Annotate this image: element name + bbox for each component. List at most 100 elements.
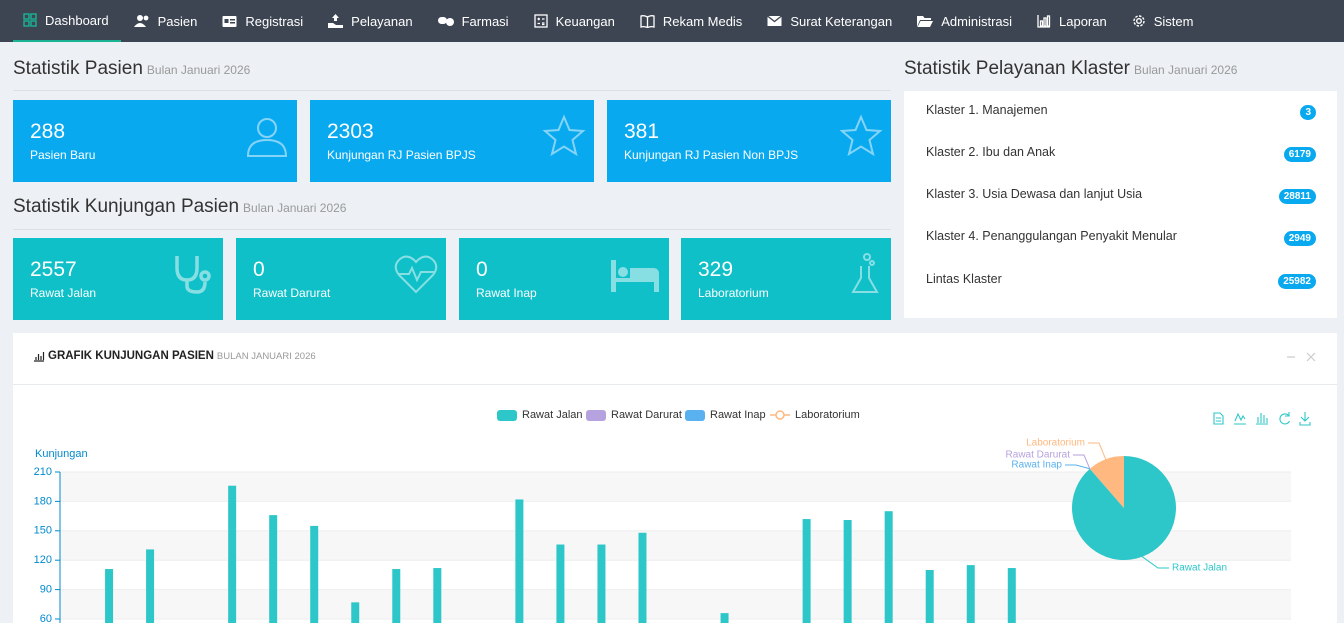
chart-heading: GRAFIK KUNJUNGAN PASIEN BULAN JANUARI 202… bbox=[33, 350, 316, 362]
bar bbox=[351, 602, 360, 623]
y-tick-label: 60 bbox=[40, 613, 52, 623]
cluster-count: 6179 bbox=[1283, 147, 1316, 162]
nav-label: Administrasi bbox=[941, 13, 1013, 29]
panel-tools[interactable] bbox=[1285, 351, 1325, 363]
bar bbox=[802, 519, 811, 623]
card-value: 329 bbox=[698, 258, 734, 281]
legend-label: Rawat Inap bbox=[710, 409, 766, 421]
nav-item[interactable]: Administrasi bbox=[905, 0, 1024, 42]
tool-restore[interactable] bbox=[1279, 412, 1291, 425]
card-value: 2557 bbox=[30, 258, 77, 281]
nav-item[interactable]: Dashboard bbox=[13, 0, 121, 42]
divider bbox=[13, 384, 1337, 385]
y-tick-label: 180 bbox=[34, 495, 52, 507]
card-label: Rawat Darurat bbox=[253, 286, 331, 300]
subtitle: Bulan Januari 2026 bbox=[243, 201, 347, 215]
nav-item[interactable]: Farmasi bbox=[426, 0, 521, 42]
nav-label: Dashboard bbox=[45, 12, 109, 28]
icon bbox=[23, 13, 37, 27]
title: Statistik Pasien bbox=[13, 58, 143, 79]
bar bbox=[638, 532, 647, 623]
icon bbox=[640, 15, 655, 28]
tool-data-view[interactable] bbox=[1213, 412, 1224, 425]
bar bbox=[720, 613, 729, 623]
card-value: 0 bbox=[476, 258, 488, 281]
icon bbox=[839, 114, 883, 157]
icon bbox=[917, 15, 934, 27]
cluster-label: Klaster 1. Manajemen bbox=[926, 103, 1048, 117]
tool-save[interactable] bbox=[1299, 412, 1311, 426]
y-tick-label: 210 bbox=[34, 466, 52, 478]
tool-bar[interactable] bbox=[1256, 413, 1268, 425]
stat-card: 2557 Rawat Jalan bbox=[13, 238, 223, 320]
bar bbox=[556, 544, 565, 623]
cluster-count: 3 bbox=[1300, 105, 1316, 120]
stat-card: 381 Kunjungan RJ Pasien Non BPJS bbox=[607, 100, 891, 182]
icon bbox=[133, 15, 149, 27]
legend-swatch bbox=[497, 410, 517, 421]
bar bbox=[966, 565, 975, 623]
nav-item[interactable]: Surat Keterangan bbox=[755, 0, 904, 42]
cluster-label: Klaster 2. Ibu dan Anak bbox=[926, 145, 1056, 159]
chart-subtitle: BULAN JANUARI 2026 bbox=[216, 350, 316, 362]
cluster-row: Klaster 3. Usia Dewasa dan lanjut Usia 28… bbox=[926, 187, 1316, 207]
nav-item[interactable]: Sistem bbox=[1120, 0, 1206, 42]
nav-item[interactable]: Laporan bbox=[1025, 0, 1119, 42]
bar bbox=[1007, 568, 1016, 623]
pie-label: Rawat Jalan bbox=[1172, 563, 1227, 574]
title: Statistik Pelayanan Klaster bbox=[904, 58, 1131, 79]
subtitle: Bulan Januari 2026 bbox=[1134, 63, 1238, 77]
nav-label: Registrasi bbox=[245, 13, 304, 29]
top-nav: Dashboard Pasien Registrasi Pelayanan Fa… bbox=[0, 0, 1344, 42]
bar bbox=[515, 499, 524, 623]
cluster-row: Klaster 1. Manajemen 3 bbox=[926, 103, 1316, 123]
bar bbox=[884, 511, 893, 623]
card-label: Kunjungan RJ Pasien BPJS bbox=[327, 148, 476, 162]
card-value: 2303 bbox=[327, 120, 374, 143]
nav-item[interactable]: Keuangan bbox=[522, 0, 627, 42]
bar bbox=[146, 549, 155, 623]
bar bbox=[843, 520, 852, 623]
card-value: 0 bbox=[253, 258, 265, 281]
cluster-count: 2949 bbox=[1283, 231, 1316, 246]
tool-line[interactable] bbox=[1234, 412, 1246, 425]
section-title: Statistik Kunjungan Pasien Bulan Januari … bbox=[13, 196, 346, 218]
card-label: Kunjungan RJ Pasien Non BPJS bbox=[624, 148, 799, 162]
stat-card: 2303 Kunjungan RJ Pasien BPJS bbox=[310, 100, 594, 182]
card-label: Rawat Inap bbox=[476, 286, 537, 300]
nav-item[interactable]: Pelayanan bbox=[316, 0, 424, 42]
nav-label: Rekam Medis bbox=[662, 13, 743, 29]
leader-line bbox=[1065, 464, 1090, 470]
y-tick-label: 150 bbox=[34, 525, 52, 537]
icon bbox=[1037, 15, 1051, 28]
icon bbox=[611, 260, 659, 292]
nav-item[interactable]: Registrasi bbox=[210, 0, 315, 42]
icon bbox=[851, 253, 879, 293]
card-label: Rawat Jalan bbox=[30, 286, 97, 300]
y-tick-label: 90 bbox=[40, 584, 52, 596]
bar bbox=[925, 570, 934, 623]
legend-label: Laboratorium bbox=[795, 409, 860, 421]
icon bbox=[246, 118, 288, 157]
divider bbox=[13, 90, 891, 91]
pie-label: Laboratorium bbox=[1026, 438, 1085, 449]
bar bbox=[269, 515, 278, 623]
nav-label: Surat Keterangan bbox=[790, 13, 893, 29]
bar bbox=[310, 525, 319, 623]
pie-label: Rawat Inap bbox=[1011, 460, 1062, 471]
nav-label: Pelayanan bbox=[351, 13, 413, 29]
nav-label: Keuangan bbox=[555, 13, 615, 29]
icon bbox=[1133, 15, 1145, 27]
icon bbox=[542, 114, 586, 157]
nav-item[interactable]: Rekam Medis bbox=[628, 0, 754, 42]
toolbox bbox=[1213, 412, 1311, 426]
icon bbox=[328, 14, 344, 28]
cluster-panel: Klaster 1. Manajemen 3 Klaster 2. Ibu dan… bbox=[904, 91, 1337, 318]
cluster-label: Lintas Klaster bbox=[926, 272, 1002, 286]
nav-item[interactable]: Pasien bbox=[122, 0, 210, 42]
bar bbox=[597, 544, 606, 623]
cluster-row: Klaster 4. Penanggulangan Penyakit Menul… bbox=[926, 229, 1316, 249]
pie-slice bbox=[1089, 456, 1124, 508]
icon bbox=[767, 15, 783, 26]
